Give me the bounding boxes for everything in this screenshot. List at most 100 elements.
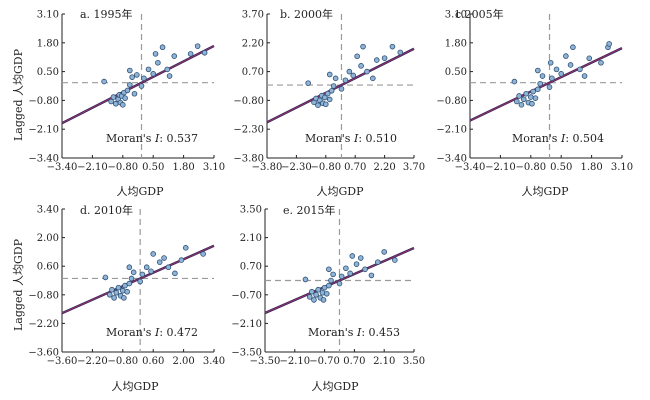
data-point <box>320 297 327 303</box>
x-axis-title: 人均GDP <box>521 185 569 198</box>
data-point <box>535 86 541 93</box>
regression-line-highlight <box>469 47 623 121</box>
data-point <box>362 266 368 273</box>
data-point <box>326 282 332 289</box>
x-tick-label: 0.50 <box>142 162 164 173</box>
y-tick-label: −2.20 <box>28 319 59 330</box>
data-point <box>577 66 583 73</box>
y-tick-label: 0.50 <box>445 67 467 78</box>
x-tick-label: −2.20 <box>77 356 108 367</box>
x-tick-label: 3.70 <box>403 162 425 173</box>
data-point <box>124 87 131 94</box>
x-tick-label: 0.70 <box>343 356 365 367</box>
morans-i-label: Moran's I: 0.537 <box>106 132 198 145</box>
y-tick-label: −2.30 <box>233 125 264 136</box>
x-tick-label: −2.10 <box>77 162 108 173</box>
y-tick-label: 0.70 <box>240 262 262 273</box>
x-tick-label: 1.80 <box>580 162 602 173</box>
data-point <box>127 67 133 74</box>
panel-title: e. 2015年 <box>283 203 336 217</box>
data-point <box>586 55 593 62</box>
data-point <box>322 94 328 101</box>
data-point <box>397 49 404 56</box>
data-point <box>527 94 534 100</box>
data-point <box>547 59 554 66</box>
x-tick-label: −3.60 <box>47 356 78 367</box>
data-point <box>145 66 152 73</box>
y-tick-label: −2.10 <box>231 319 262 330</box>
y-tick-label: −0.80 <box>28 290 59 301</box>
data-point <box>349 253 356 259</box>
data-point <box>546 84 553 90</box>
data-point <box>598 59 604 66</box>
data-point <box>127 82 133 88</box>
y-tick-label: −0.80 <box>233 96 264 107</box>
data-point <box>155 59 161 66</box>
data-point <box>120 102 126 108</box>
data-point <box>326 96 333 103</box>
panel-title: a. 1995年 <box>80 7 133 21</box>
data-point <box>306 294 313 300</box>
data-point <box>347 270 353 277</box>
data-point <box>139 271 146 278</box>
x-tick-label: −2.10 <box>279 356 310 367</box>
y-tick-label: 3.10 <box>445 10 467 21</box>
data-point <box>537 80 543 87</box>
data-point <box>305 80 311 86</box>
data-point <box>530 88 536 95</box>
data-point <box>368 272 375 279</box>
data-point <box>346 68 353 75</box>
panel-c: c.2005年 −3.40 −2.10 −0.80 0.50 1.80 3.10−3.40… <box>436 7 633 198</box>
data-point <box>336 280 343 287</box>
data-point <box>360 43 366 50</box>
x-axis-title: 人均GDP <box>311 380 359 393</box>
y-tick-label: −3.40 <box>436 154 467 165</box>
x-axis-title: 人均GDP <box>316 185 364 198</box>
data-point <box>535 67 541 74</box>
morans-i-label: Moran's I: 0.453 <box>308 326 400 339</box>
data-point <box>315 286 322 293</box>
plot-area: −3.60 −2.20 −0.80 0.60 2.00 3.40−3.60−2.20−0.… <box>28 205 225 368</box>
y-axis-title-top: Lagged 人均GDP <box>12 48 25 141</box>
data-point <box>164 66 171 73</box>
data-point <box>529 100 535 107</box>
data-point <box>338 86 345 92</box>
y-tick-label: −2.10 <box>28 125 59 136</box>
data-point <box>553 66 560 73</box>
data-point <box>328 88 335 94</box>
data-point <box>134 72 140 78</box>
y-tick-label: 0.60 <box>37 262 59 273</box>
data-point <box>128 275 135 282</box>
data-point <box>121 295 127 301</box>
data-point <box>102 274 109 281</box>
data-point <box>381 249 388 255</box>
data-point <box>309 288 315 295</box>
data-point <box>172 270 178 277</box>
panel-b: b. 2000年 −3.80−2.30−0.80 0.70 2.20 3.70−3.8… <box>233 7 425 198</box>
data-point <box>370 75 376 82</box>
data-point <box>171 53 178 59</box>
y-tick-label: 2.10 <box>240 233 262 244</box>
y-tick-label: 2.00 <box>37 233 59 244</box>
data-point <box>520 96 527 103</box>
x-tick-label: −2.10 <box>485 162 516 173</box>
x-tick-label: 0.60 <box>142 356 164 367</box>
data-point <box>152 51 159 57</box>
morans-i-label: Moran's I: 0.472 <box>106 326 198 339</box>
y-tick-label: −0.80 <box>28 96 59 107</box>
panel-a: a. 1995年 −3.40 −2.10 −0.80 0.50 1.80 3.10−3.4… <box>28 7 225 198</box>
data-point <box>567 62 574 68</box>
data-point <box>324 90 331 97</box>
data-point <box>130 269 137 276</box>
data-point <box>343 265 349 272</box>
data-point <box>111 295 117 301</box>
x-tick-label: −0.80 <box>310 162 341 173</box>
plot-area: −3.40 −2.10 −0.80 0.50 1.80 3.10−3.40−2.10−0.… <box>28 10 225 174</box>
x-axis-title: 人均GDP <box>111 380 159 393</box>
y-tick-label: −3.50 <box>231 348 262 359</box>
y-tick-label: 1.80 <box>445 38 467 49</box>
data-point <box>182 245 189 251</box>
data-point <box>353 261 360 267</box>
y-tick-label: 2.20 <box>242 38 264 49</box>
